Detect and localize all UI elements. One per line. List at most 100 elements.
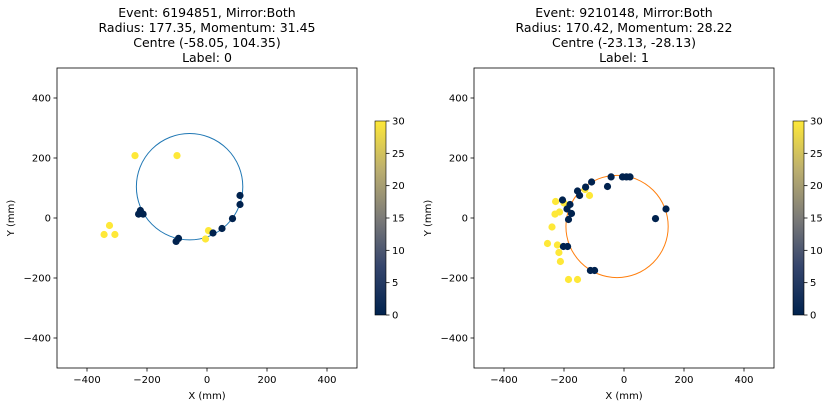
colorbar-tick-label: 20 [392,181,405,192]
colorbar-tick-label: 10 [392,246,405,257]
scatter-point [567,209,576,218]
points-layer [100,152,244,245]
scatter-point [564,275,573,284]
title-line-centre: Centre (-23.13, -28.13) [552,35,696,50]
scatter-point [228,215,237,223]
scatter-point [552,197,560,206]
scatter-point [209,229,217,237]
x-tick-label: −200 [550,375,577,386]
scatter-panel-left: Event: 6194851, Mirror:Both Radius: 177.… [6,5,405,402]
scatter-point [566,200,574,209]
y-tick-label: 400 [32,94,51,105]
colorbar: 0 5 10 15 20 25 30 [374,117,405,322]
x-ticks: −400 −200 0 200 400 [73,368,337,386]
scatter-point [543,239,552,248]
colorbar-tick-label: 30 [810,117,823,128]
colorbar-tick-label: 20 [810,181,823,192]
y-ticks: −400 −200 0 200 400 [441,94,474,345]
x-axis-label: X (mm) [605,391,642,402]
x-ticks: −400 −200 0 200 400 [490,368,754,386]
circle-layer [565,174,669,279]
scatter-panel-right: Event: 9210148, Mirror:Both Radius: 170.… [423,5,823,402]
colorbar-tick-label: 0 [392,311,398,322]
colorbar-tick-label: 15 [392,214,405,225]
scatter-point [573,275,582,284]
x-tick-label: −400 [490,375,517,386]
x-tick-label: 0 [621,375,627,386]
scatter-point [139,210,147,218]
scatter-point [548,223,556,231]
x-tick-label: 200 [674,375,693,386]
colorbar-gradient [792,120,805,316]
scatter-point [173,152,181,160]
scatter-point [576,191,584,200]
scatter-point [551,210,559,218]
plot-area [57,68,357,368]
y-tick-label: −200 [24,274,51,285]
scatter-point [105,221,114,230]
scatter-point [111,230,119,239]
scatter-point [588,178,596,186]
y-tick-label: −400 [24,334,51,345]
scatter-point [218,224,226,233]
y-tick-label: 200 [32,154,51,165]
x-tick-label: −400 [73,375,100,386]
y-tick-label: 200 [449,154,468,165]
y-tick-label: −200 [441,274,468,285]
x-tick-label: 400 [734,375,753,386]
ring-fit-circle [565,174,669,279]
scatter-point [553,241,562,249]
colorbar-ticks: 0 5 10 15 20 25 30 [804,117,823,322]
colorbar-ticks: 0 5 10 15 20 25 30 [386,117,405,322]
colorbar-tick-label: 30 [392,117,405,128]
scatter-point [603,182,612,191]
scatter-point [607,173,615,181]
scatter-point [558,196,567,204]
colorbar-tick-label: 0 [810,311,816,322]
scatter-point [564,242,572,251]
scatter-point [626,173,634,181]
title-line-centre: Centre (-58.05, 104.35) [133,35,281,50]
scatter-point [651,215,660,223]
circle-layer [135,132,244,241]
scatter-point [662,205,670,213]
colorbar-gradient [374,120,387,316]
x-tick-label: 0 [204,375,210,386]
y-axis-label: Y (mm) [423,200,434,238]
title-line-event: Event: 9210148, Mirror:Both [535,5,712,20]
y-axis-label: Y (mm) [6,200,17,238]
y-tick-label: −400 [441,334,468,345]
title-line-label: Label: 0 [182,50,232,65]
x-tick-label: 200 [257,375,276,386]
scatter-point [555,248,563,257]
y-ticks: −400 −200 0 200 400 [24,94,57,345]
panel-title: Event: 9210148, Mirror:Both Radius: 170.… [516,5,733,65]
title-line-label: Label: 1 [599,50,649,65]
colorbar-tick-label: 25 [810,149,823,160]
scatter-point [100,230,108,239]
scatter-point [591,266,599,275]
scatter-point [564,215,573,224]
x-tick-label: 400 [317,375,336,386]
scatter-point [585,191,594,200]
title-line-radius: Radius: 177.35, Momentum: 31.45 [99,20,316,35]
scatter-point [201,235,210,243]
colorbar-tick-label: 15 [810,214,823,225]
y-tick-label: 0 [462,214,468,225]
points-layer [543,173,670,284]
scatter-point [556,257,565,266]
x-tick-label: −200 [133,375,160,386]
colorbar-tick-label: 5 [392,278,398,289]
title-line-event: Event: 6194851, Mirror:Both [118,5,295,20]
scatter-point [131,152,139,160]
scatter-point [582,183,590,191]
scatter-point [236,200,244,209]
scatter-point [236,191,244,200]
plot-area [474,68,774,368]
colorbar-tick-label: 5 [810,278,816,289]
title-line-radius: Radius: 170.42, Momentum: 28.22 [516,20,733,35]
colorbar-tick-label: 25 [392,149,405,160]
y-tick-label: 0 [45,214,51,225]
colorbar-tick-label: 10 [810,246,823,257]
